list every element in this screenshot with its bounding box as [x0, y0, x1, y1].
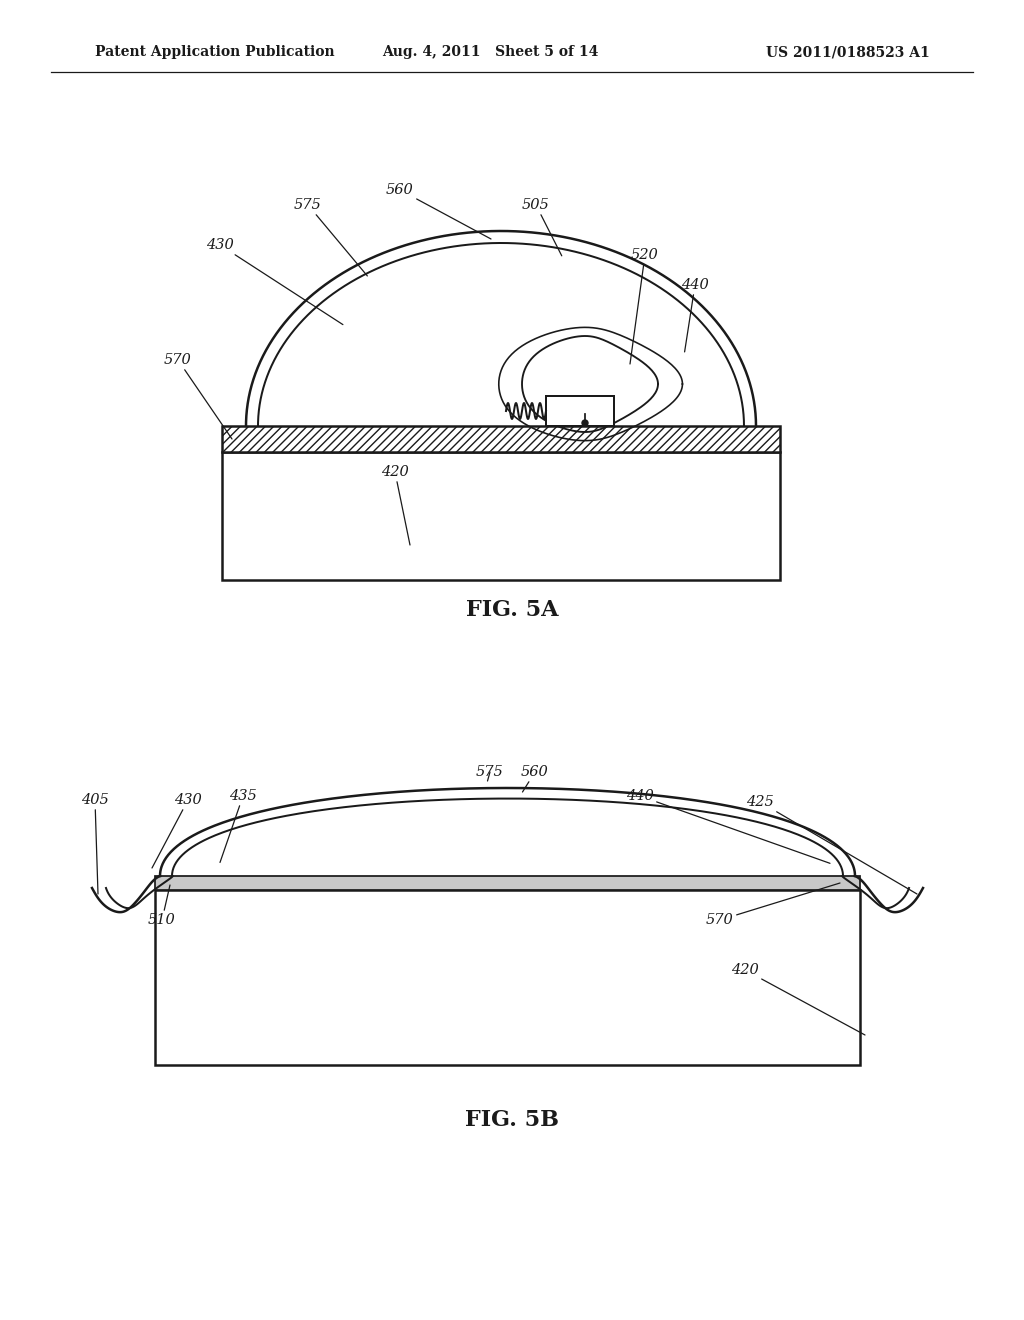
Text: 430: 430 [206, 238, 343, 325]
Text: Patent Application Publication: Patent Application Publication [95, 45, 335, 59]
Circle shape [582, 420, 588, 426]
Text: FIG. 5B: FIG. 5B [465, 1109, 559, 1131]
Text: 405: 405 [81, 793, 109, 894]
Bar [546, 396, 614, 426]
Text: 420: 420 [381, 465, 410, 545]
Text: 510: 510 [148, 884, 176, 927]
Text: Aug. 4, 2011   Sheet 5 of 14: Aug. 4, 2011 Sheet 5 of 14 [382, 45, 598, 59]
Bar [155, 876, 860, 890]
Text: 575: 575 [476, 766, 504, 781]
Text: 570: 570 [707, 883, 840, 927]
Text: 505: 505 [522, 198, 562, 256]
Text: 440: 440 [626, 789, 830, 863]
Text: 560: 560 [386, 183, 490, 239]
Bar [222, 451, 780, 579]
Text: FIG. 5A: FIG. 5A [466, 599, 558, 620]
Text: 575: 575 [294, 198, 368, 276]
Bar [222, 426, 780, 451]
Text: 560: 560 [521, 766, 549, 792]
Text: 430: 430 [152, 793, 202, 869]
Bar [155, 890, 860, 1065]
Text: 435: 435 [220, 789, 257, 862]
Text: 440: 440 [681, 279, 709, 352]
Text: 570: 570 [164, 352, 232, 440]
Text: 425: 425 [746, 795, 918, 894]
Text: 420: 420 [731, 964, 865, 1035]
Text: US 2011/0188523 A1: US 2011/0188523 A1 [766, 45, 930, 59]
Text: 520: 520 [630, 248, 658, 364]
